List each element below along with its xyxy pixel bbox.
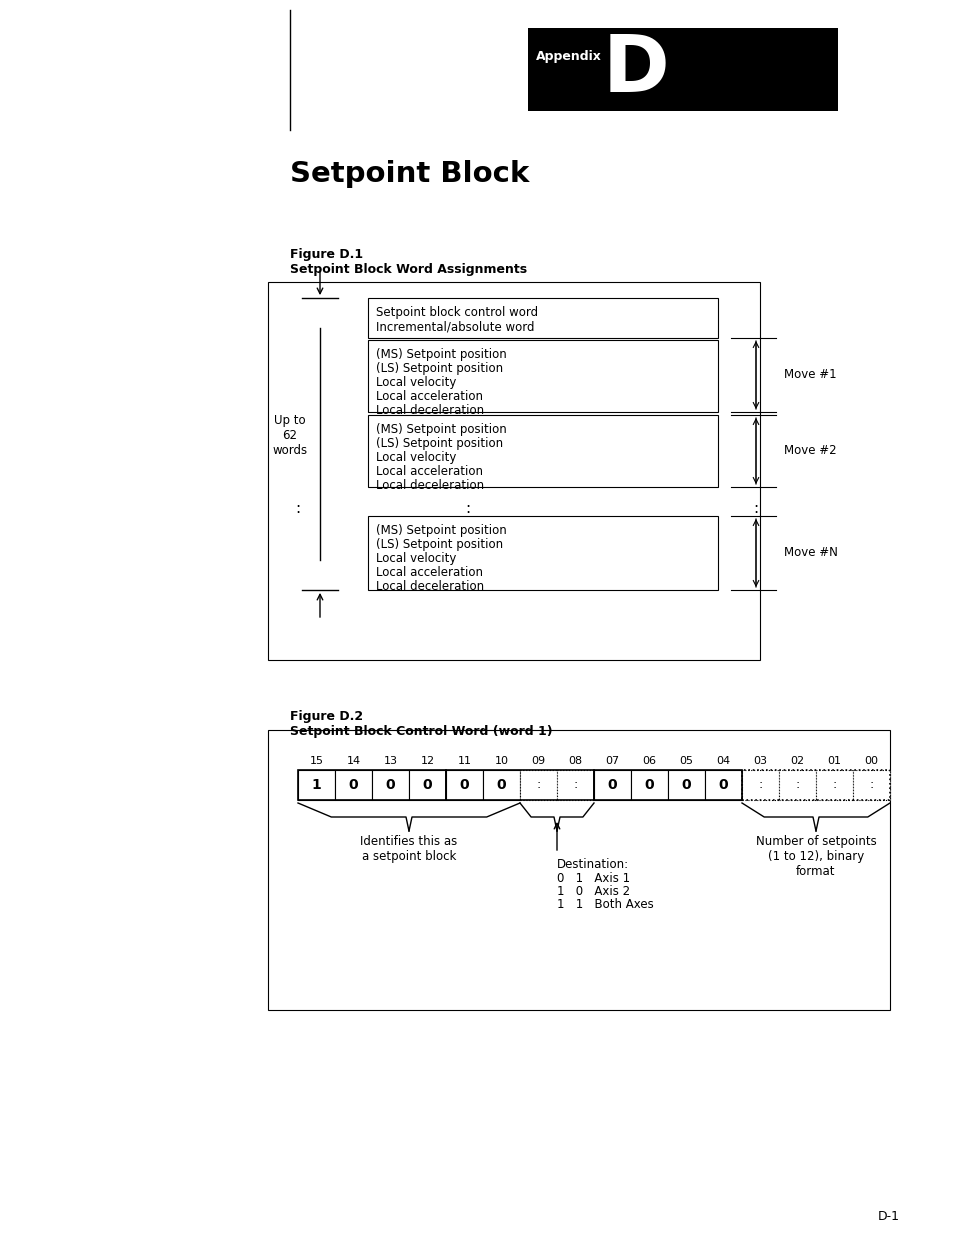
Bar (368, 516, 718, 590)
Text: Number of setpoints
(1 to 12), binary
format: Number of setpoints (1 to 12), binary fo… (755, 835, 876, 878)
Bar (779, 769, 815, 800)
Text: words: words (273, 445, 307, 457)
Text: Incremental/absolute word: Incremental/absolute word (375, 320, 534, 333)
Text: 1   1   Both Axes: 1 1 Both Axes (557, 898, 653, 911)
Text: (LS) Setpoint position: (LS) Setpoint position (375, 437, 502, 450)
Text: Destination:: Destination: (557, 858, 628, 871)
Text: Identifies this as
a setpoint block: Identifies this as a setpoint block (360, 835, 457, 863)
Text: 10: 10 (494, 756, 508, 766)
Bar (297, 769, 446, 800)
Text: 00: 00 (863, 756, 878, 766)
Bar (372, 769, 409, 800)
Text: Move #N: Move #N (783, 547, 837, 559)
Text: Figure D.2: Figure D.2 (290, 710, 363, 722)
Bar (667, 769, 704, 800)
Bar (594, 769, 630, 800)
Bar (594, 769, 741, 800)
Text: 13: 13 (383, 756, 397, 766)
Bar (741, 769, 779, 800)
Text: Local velocity: Local velocity (375, 451, 456, 464)
Text: 11: 11 (457, 756, 471, 766)
Text: Move #2: Move #2 (783, 445, 836, 457)
Text: 1   0   Axis 2: 1 0 Axis 2 (557, 885, 630, 898)
Text: :: : (573, 778, 577, 792)
Text: (MS) Setpoint position: (MS) Setpoint position (375, 348, 506, 361)
Text: 08: 08 (568, 756, 582, 766)
Text: Local velocity: Local velocity (375, 375, 456, 389)
Text: 0: 0 (644, 778, 654, 792)
Text: Local deceleration: Local deceleration (375, 580, 483, 593)
Text: 0: 0 (607, 778, 617, 792)
Text: 07: 07 (605, 756, 618, 766)
Text: Figure D.1: Figure D.1 (290, 248, 363, 261)
Bar (704, 769, 741, 800)
Text: :: : (465, 501, 470, 516)
Bar (519, 769, 557, 800)
Bar (527, 28, 837, 111)
Text: Setpoint Block: Setpoint Block (290, 161, 529, 188)
Text: 15: 15 (309, 756, 323, 766)
Text: 62: 62 (282, 429, 297, 442)
Bar (268, 282, 760, 659)
Text: :: : (536, 778, 540, 792)
Text: (MS) Setpoint position: (MS) Setpoint position (375, 424, 506, 436)
Bar (409, 769, 446, 800)
Bar (297, 769, 335, 800)
Text: 01: 01 (826, 756, 841, 766)
Text: Local deceleration: Local deceleration (375, 479, 483, 492)
Bar (557, 769, 594, 800)
Text: Local velocity: Local velocity (375, 552, 456, 564)
Text: (MS) Setpoint position: (MS) Setpoint position (375, 524, 506, 537)
Bar (852, 769, 889, 800)
Text: 03: 03 (753, 756, 767, 766)
Text: Setpoint Block Control Word (word 1): Setpoint Block Control Word (word 1) (290, 725, 552, 739)
Text: 05: 05 (679, 756, 693, 766)
Bar (368, 298, 718, 338)
Bar (630, 769, 667, 800)
Text: 0: 0 (497, 778, 506, 792)
Text: :: : (832, 778, 836, 792)
Text: 1: 1 (312, 778, 321, 792)
Text: Setpoint block control word: Setpoint block control word (375, 306, 537, 319)
Bar (815, 769, 852, 800)
Text: Move #1: Move #1 (783, 368, 836, 382)
Text: Local acceleration: Local acceleration (375, 566, 482, 579)
Bar (335, 769, 372, 800)
Bar (268, 730, 889, 1010)
Text: 0: 0 (349, 778, 358, 792)
Text: :: : (758, 778, 761, 792)
Bar (368, 340, 718, 412)
Text: 0: 0 (385, 778, 395, 792)
Text: :: : (868, 778, 873, 792)
Text: (LS) Setpoint position: (LS) Setpoint position (375, 538, 502, 551)
Text: 0: 0 (681, 778, 691, 792)
Text: 02: 02 (790, 756, 803, 766)
Text: D: D (602, 31, 669, 109)
Text: 09: 09 (531, 756, 545, 766)
Bar (446, 769, 594, 800)
Bar (482, 769, 519, 800)
Text: Up to: Up to (274, 414, 306, 427)
Bar (368, 415, 718, 487)
Text: 04: 04 (716, 756, 730, 766)
Text: 14: 14 (346, 756, 360, 766)
Text: 0: 0 (422, 778, 432, 792)
Text: Appendix: Appendix (536, 49, 601, 63)
Text: :: : (795, 778, 799, 792)
Text: D-1: D-1 (877, 1210, 899, 1223)
Text: 0   1   Axis 1: 0 1 Axis 1 (557, 872, 630, 885)
Bar (741, 769, 889, 800)
Text: (LS) Setpoint position: (LS) Setpoint position (375, 362, 502, 375)
Text: Setpoint Block Word Assignments: Setpoint Block Word Assignments (290, 263, 527, 275)
Bar (446, 769, 482, 800)
Text: Local deceleration: Local deceleration (375, 404, 483, 417)
Text: Local acceleration: Local acceleration (375, 466, 482, 478)
Text: :: : (295, 501, 300, 516)
Text: 12: 12 (420, 756, 435, 766)
Text: :: : (753, 501, 758, 516)
Text: Local acceleration: Local acceleration (375, 390, 482, 403)
Text: 0: 0 (459, 778, 469, 792)
Text: 06: 06 (641, 756, 656, 766)
Text: 0: 0 (718, 778, 727, 792)
